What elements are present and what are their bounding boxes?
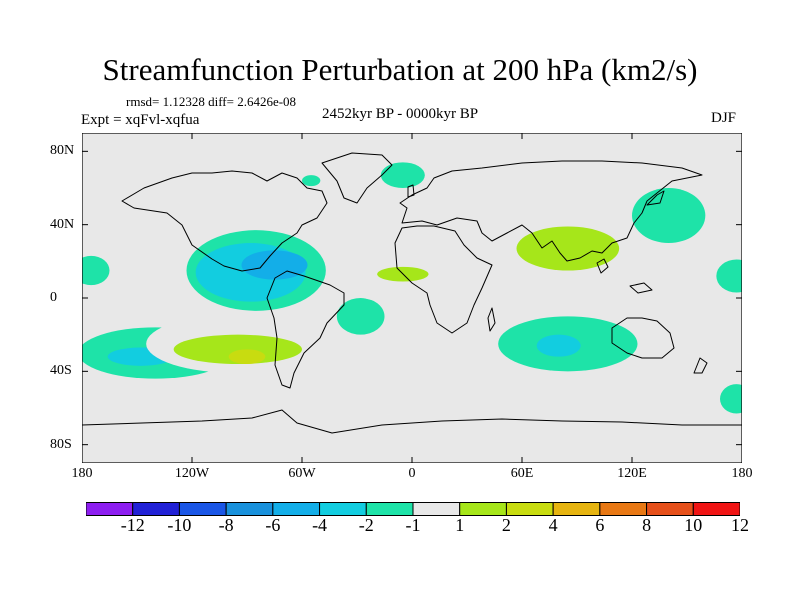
colorbar-swatch — [599, 502, 648, 516]
world-map — [82, 133, 742, 463]
y-tick-label: 0 — [50, 290, 57, 305]
colorbar-swatch — [272, 502, 321, 516]
stats-line: rmsd= 1.12328 diff= 2.6426e-08 — [126, 94, 297, 109]
colorbar-swatch — [505, 502, 554, 516]
colorbar-swatch — [178, 502, 227, 516]
colorbar-tick-label: -4 — [312, 515, 328, 535]
colorbar-tick-label: -10 — [167, 515, 192, 535]
plot-title: Streamfunction Perturbation at 200 hPa (… — [102, 52, 698, 87]
coastline-madagascar — [487, 307, 496, 332]
season-label: DJF — [711, 110, 737, 126]
colorbar-swatch — [552, 502, 601, 516]
coastline-japan — [646, 190, 665, 206]
coastline-borneo — [596, 258, 609, 274]
anomaly-region — [516, 226, 620, 271]
anomaly-region — [283, 382, 365, 416]
anomaly-region — [82, 255, 110, 286]
colorbar-tick-label: -6 — [265, 515, 281, 535]
x-tick-label: 180 — [71, 466, 93, 481]
coastlines — [82, 152, 742, 434]
coastline-south-america — [266, 270, 345, 389]
anomaly-region — [236, 211, 258, 223]
anomaly-region — [173, 334, 302, 364]
period-label: 2452kyr BP - 0000kyr BP — [322, 106, 479, 122]
axis-ticks — [82, 133, 742, 463]
x-tick-label: 120E — [617, 466, 647, 481]
coastline-north-america — [121, 170, 328, 272]
coastline-africa — [394, 225, 493, 334]
colorbar-swatch — [86, 502, 134, 516]
anomaly-region — [437, 175, 533, 220]
anomaly-region — [632, 188, 706, 243]
coastline-new-guinea — [629, 282, 653, 294]
colorbar-swatch — [692, 502, 740, 516]
colorbar-tick-label: 12 — [731, 515, 749, 535]
colorbar-swatch — [459, 502, 507, 516]
colorbar-swatch — [646, 502, 694, 516]
anomaly-region — [380, 162, 425, 188]
x-tick-label: 60E — [510, 466, 534, 481]
colorbar — [86, 502, 740, 516]
colorbar-tick-label: 10 — [684, 515, 703, 535]
colorbar-tick-label: -8 — [218, 515, 234, 535]
anomaly-region — [665, 343, 739, 381]
coastline-greenland — [321, 152, 393, 204]
coastline-antarctica — [82, 409, 742, 434]
anomaly-region — [336, 298, 385, 335]
coastline-new-zealand — [693, 357, 708, 374]
anomaly-region — [241, 250, 308, 280]
anomaly-region — [445, 334, 497, 364]
colorbar-swatch — [365, 502, 414, 516]
experiment-label: Expt = xqFvl-xqfua — [81, 112, 200, 128]
coastline-eurasia — [399, 160, 703, 262]
colorbar-swatch — [412, 502, 461, 516]
x-tick-label: 120W — [174, 466, 210, 481]
anomaly-region — [536, 334, 581, 357]
x-tick-label: 180 — [731, 466, 753, 481]
anomaly-region — [278, 200, 345, 231]
anomaly-region — [228, 349, 266, 364]
x-tick-label: 60W — [288, 466, 316, 481]
anomaly-region — [720, 384, 742, 414]
y-tick-label: 80S — [50, 436, 72, 452]
colorbar-swatch — [132, 502, 180, 516]
coastline-uk — [407, 184, 415, 198]
colorbar-tick-label: 2 — [501, 515, 511, 535]
colorbar-swatch — [319, 502, 367, 516]
colorbar-tick-label: 8 — [642, 515, 652, 535]
y-tick-label: 80N — [50, 143, 75, 159]
anomaly-region — [716, 259, 742, 293]
colorbar-tick-label: -2 — [358, 515, 374, 535]
colorbar-tick-label: -12 — [120, 515, 145, 535]
y-tick-label: 40N — [50, 216, 75, 232]
anomaly-region — [302, 175, 321, 187]
y-tick-label: 40S — [50, 363, 72, 379]
colorbar-tick-label: 1 — [455, 515, 465, 535]
colorbar-tick-label: 6 — [595, 515, 605, 535]
colorbar-swatch — [225, 502, 274, 516]
coastline-australia — [611, 317, 675, 359]
colorbar-tick-label: 4 — [548, 515, 558, 535]
colorbar-tick-label: -1 — [405, 515, 421, 535]
anomaly-layer — [82, 162, 742, 416]
x-tick-label: 0 — [408, 466, 416, 481]
